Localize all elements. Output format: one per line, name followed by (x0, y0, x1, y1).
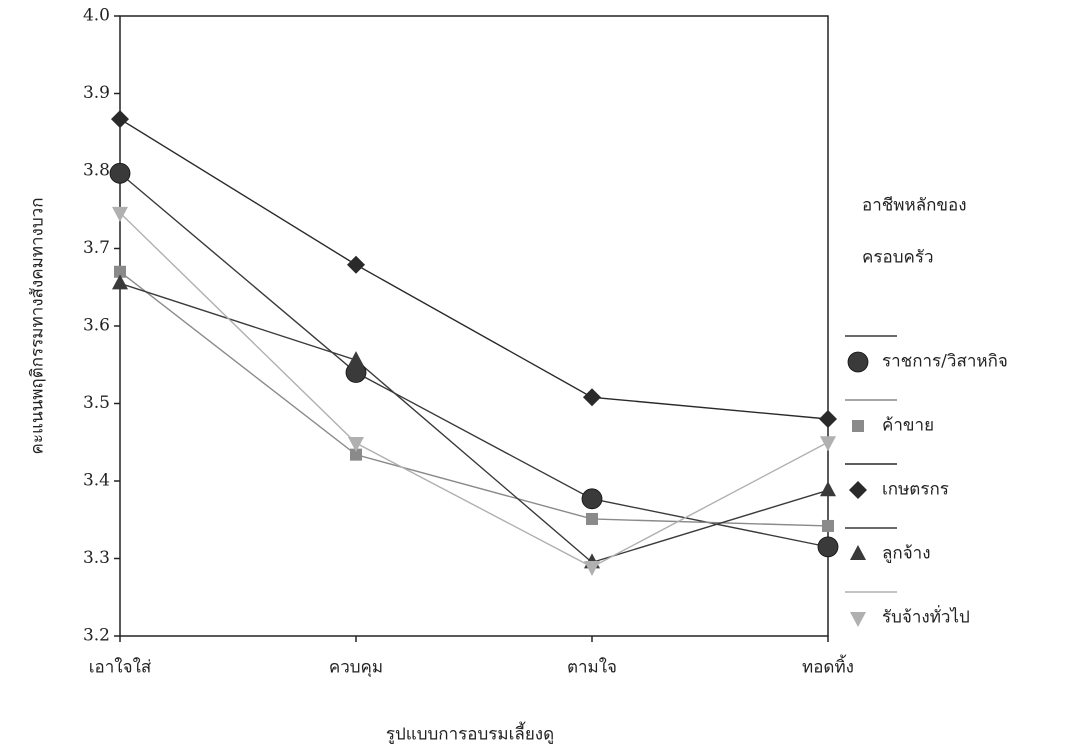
data-point (109, 162, 131, 184)
legend-label: ค้าขาย (882, 416, 934, 436)
y-axis-title: คะแนนพฤติกรรมทางสังคมทางบวก (28, 198, 48, 455)
data-point (111, 110, 129, 129)
data-point (112, 206, 128, 222)
y-tick-label: 3.8 (83, 161, 110, 181)
data-point (819, 410, 837, 428)
plot-frame (119, 15, 829, 637)
data-point (584, 561, 600, 577)
y-tick-label: 3.4 (83, 471, 110, 491)
x-axis-title: รูปแบบการอบรมเลี้ยงดู (386, 722, 554, 745)
y-tick-label: 3.2 (83, 626, 110, 646)
y-tick-label: 4.0 (83, 6, 110, 26)
legend-label: ลูกจ้าง (882, 544, 931, 564)
x-tick-label: ตามใจ (567, 657, 617, 678)
data-point (581, 488, 603, 510)
series-line (119, 118, 829, 420)
legend-label: รับจ้างทั่วไป (882, 605, 970, 628)
y-tick-label: 3.5 (83, 393, 110, 413)
series-line (119, 282, 829, 564)
legend-marker (852, 420, 864, 432)
legend-title: ครอบครัว (862, 248, 934, 268)
data-point (586, 512, 598, 525)
series-line (119, 172, 829, 548)
data-point (583, 388, 601, 407)
data-point (350, 448, 362, 461)
data-point (820, 481, 836, 497)
y-tick-label: 3.3 (83, 548, 110, 568)
data-point (347, 255, 365, 274)
series-line (119, 271, 829, 527)
x-tick-label: ทอดทิ้ง (802, 655, 854, 678)
legend-label: ราชการ/วิสาหกิจ (882, 352, 1008, 372)
data-point (348, 351, 364, 367)
x-tick-label: ควบคุม (329, 658, 383, 678)
legend-marker (850, 612, 866, 627)
legend-marker (849, 481, 867, 499)
legend-label: เกษตรกร (882, 480, 949, 500)
data-point (820, 436, 836, 452)
data-point (817, 536, 839, 558)
legend-title: อาชีพหลักของ (862, 196, 967, 216)
legend-marker (847, 351, 869, 373)
series-line (119, 212, 829, 568)
y-tick-label: 3.7 (83, 238, 110, 258)
data-point (112, 274, 128, 290)
data-point (114, 265, 126, 278)
x-tick-label: เอาใจใส่ (89, 657, 152, 678)
data-point (822, 519, 834, 532)
y-tick-label: 3.6 (83, 316, 110, 336)
data-point (348, 437, 364, 453)
y-tick-label: 3.9 (83, 83, 110, 103)
legend-marker (850, 545, 866, 560)
